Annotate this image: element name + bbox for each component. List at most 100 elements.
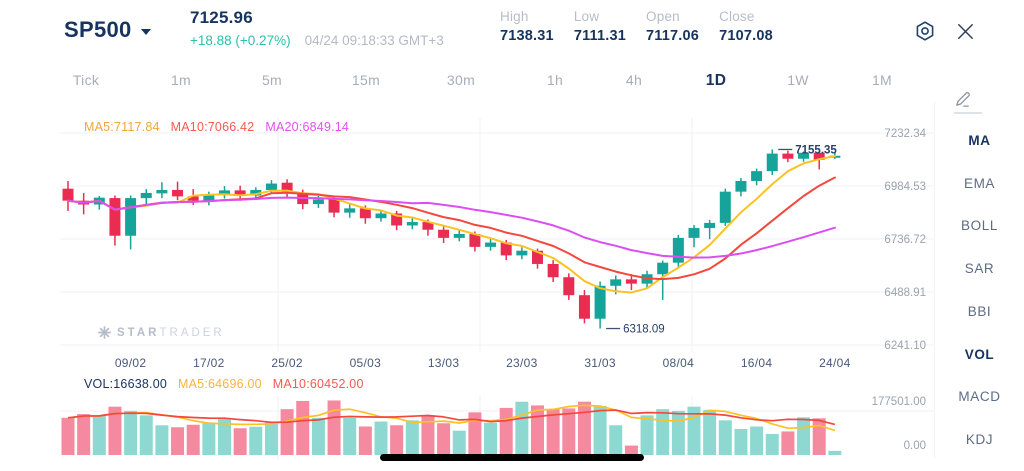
volume-bar (327, 400, 341, 455)
volume-bar (374, 421, 388, 455)
drawing-tools-button[interactable] (949, 86, 975, 112)
stat-open-value: 7117.06 (646, 28, 700, 44)
volume-bar (124, 410, 138, 455)
volume-bar (484, 422, 498, 455)
candle-body (563, 277, 575, 296)
vol-legend-item-1: MA5:64696.00 (178, 377, 262, 391)
volume-bar (750, 426, 764, 455)
candle-body (547, 263, 559, 278)
volume-bar (296, 400, 310, 455)
candle-body (469, 234, 481, 247)
ma20-line (67, 196, 836, 259)
x-axis-label: 05/03 (349, 356, 382, 370)
volume-chart[interactable]: 177501.00 0.00 (0, 396, 935, 460)
x-axis-label: 24/04 (819, 356, 851, 370)
x-axis-label: 17/02 (193, 356, 225, 370)
tab-1m[interactable]: 1m (170, 72, 192, 88)
volume-bar (77, 414, 91, 455)
volume-bar (593, 405, 607, 455)
candle-body (406, 222, 418, 226)
stat-open-label: Open (646, 9, 680, 24)
sidebar-item-bbi[interactable]: BBI (967, 303, 992, 319)
tab-1d[interactable]: 1D (705, 72, 727, 89)
sidebar-item-kdj[interactable]: KDJ (965, 431, 994, 447)
tab-30m[interactable]: 30m (446, 72, 476, 88)
candle-body (344, 208, 356, 213)
tab-15m[interactable]: 15m (351, 72, 381, 88)
volume-bar (624, 445, 638, 455)
candle-body (312, 199, 324, 205)
tab-tick[interactable]: Tick (72, 72, 100, 88)
candle-body (688, 228, 700, 238)
ma-legend-item-2: MA20:6849.14 (265, 120, 350, 134)
volume-ma5-line (67, 404, 836, 432)
sidebar-item-macd[interactable]: MACD (958, 389, 1001, 405)
settings-gear-icon (916, 21, 934, 41)
sidebar-item-boll[interactable]: BOLL (961, 218, 998, 234)
settings-button[interactable] (912, 18, 938, 44)
candle-body (625, 279, 637, 284)
sidebar-item-ema[interactable]: EMA (963, 175, 996, 191)
candle-body (735, 180, 747, 192)
volume-bar (812, 418, 826, 455)
volume-bar (515, 401, 529, 455)
volume-bar (171, 427, 185, 455)
candle-body (375, 213, 387, 219)
tab-5m[interactable]: 5m (261, 72, 283, 88)
candle-body (438, 229, 450, 238)
symbol-selector[interactable]: SP500 (64, 17, 151, 43)
home-indicator[interactable] (380, 454, 644, 461)
volume-bar (765, 433, 779, 455)
price-change: +18.88 (+0.27%) (190, 33, 291, 48)
tab-1w[interactable]: 1W (787, 72, 809, 88)
stat-close-value: 7107.08 (719, 28, 773, 44)
pencil-icon (955, 91, 970, 107)
candle-body (62, 188, 74, 201)
volume-bar (139, 415, 153, 455)
ma-legend: MA5:7117.84 MA10:7066.42 MA20:6849.14 (84, 120, 349, 134)
timestamp: 04/24 09:18:33 GMT+3 (304, 33, 444, 48)
candle-body (766, 153, 778, 172)
candle-body (657, 262, 669, 275)
last-price: 7125.96 (190, 8, 253, 27)
candlestick-chart[interactable]: 7232.34 6984.53 6736.72 6488.91 6241.10 7155.… (0, 100, 935, 352)
x-axis-label: 13/03 (427, 356, 460, 370)
tab-1h[interactable]: 1h (546, 72, 564, 88)
stat-low-label: Low (573, 9, 600, 24)
sidebar-item-vol[interactable]: VOL (964, 346, 995, 362)
candle-body (140, 192, 152, 199)
star-logo-icon (98, 325, 111, 339)
candle-body (578, 295, 590, 319)
sidebar-item-sar[interactable]: SAR (964, 261, 995, 277)
close-button[interactable] (952, 18, 978, 44)
ma-legend-item-1: MA10:7066.42 (170, 120, 255, 134)
y-axis-label: 6488.91 (884, 287, 926, 299)
price-block: 7125.96 +18.88 (+0.27%) 04/24 09:18:33 G… (190, 8, 444, 48)
x-axis-label: 25/02 (271, 356, 303, 370)
volume-bar (781, 431, 795, 455)
volume-bar (358, 426, 372, 455)
y-axis-label: 6984.53 (884, 181, 926, 193)
candle-body (719, 191, 731, 223)
volume-bar (343, 417, 357, 455)
candle-body (219, 190, 230, 195)
volume-ma10-line (67, 409, 836, 426)
candle-body (109, 198, 121, 236)
candle-body (516, 250, 528, 256)
candle-body (234, 190, 246, 196)
candle-body (359, 208, 371, 219)
symbol-label: SP500 (64, 17, 132, 42)
sidebar-item-ma[interactable]: MA (968, 133, 991, 148)
volume-bar (437, 423, 451, 455)
volume-bar (264, 422, 278, 455)
candle-body (485, 242, 497, 247)
tab-4h[interactable]: 4h (625, 72, 643, 88)
x-axis-label: 16/04 (740, 356, 773, 370)
candle-body (328, 199, 340, 213)
candle-body (610, 279, 622, 286)
stat-high-label: High (500, 9, 529, 24)
tab-1m[interactable]: 1M (871, 72, 893, 88)
candle-body (281, 182, 293, 194)
volume-bar (61, 417, 75, 455)
candle-body (782, 153, 794, 159)
